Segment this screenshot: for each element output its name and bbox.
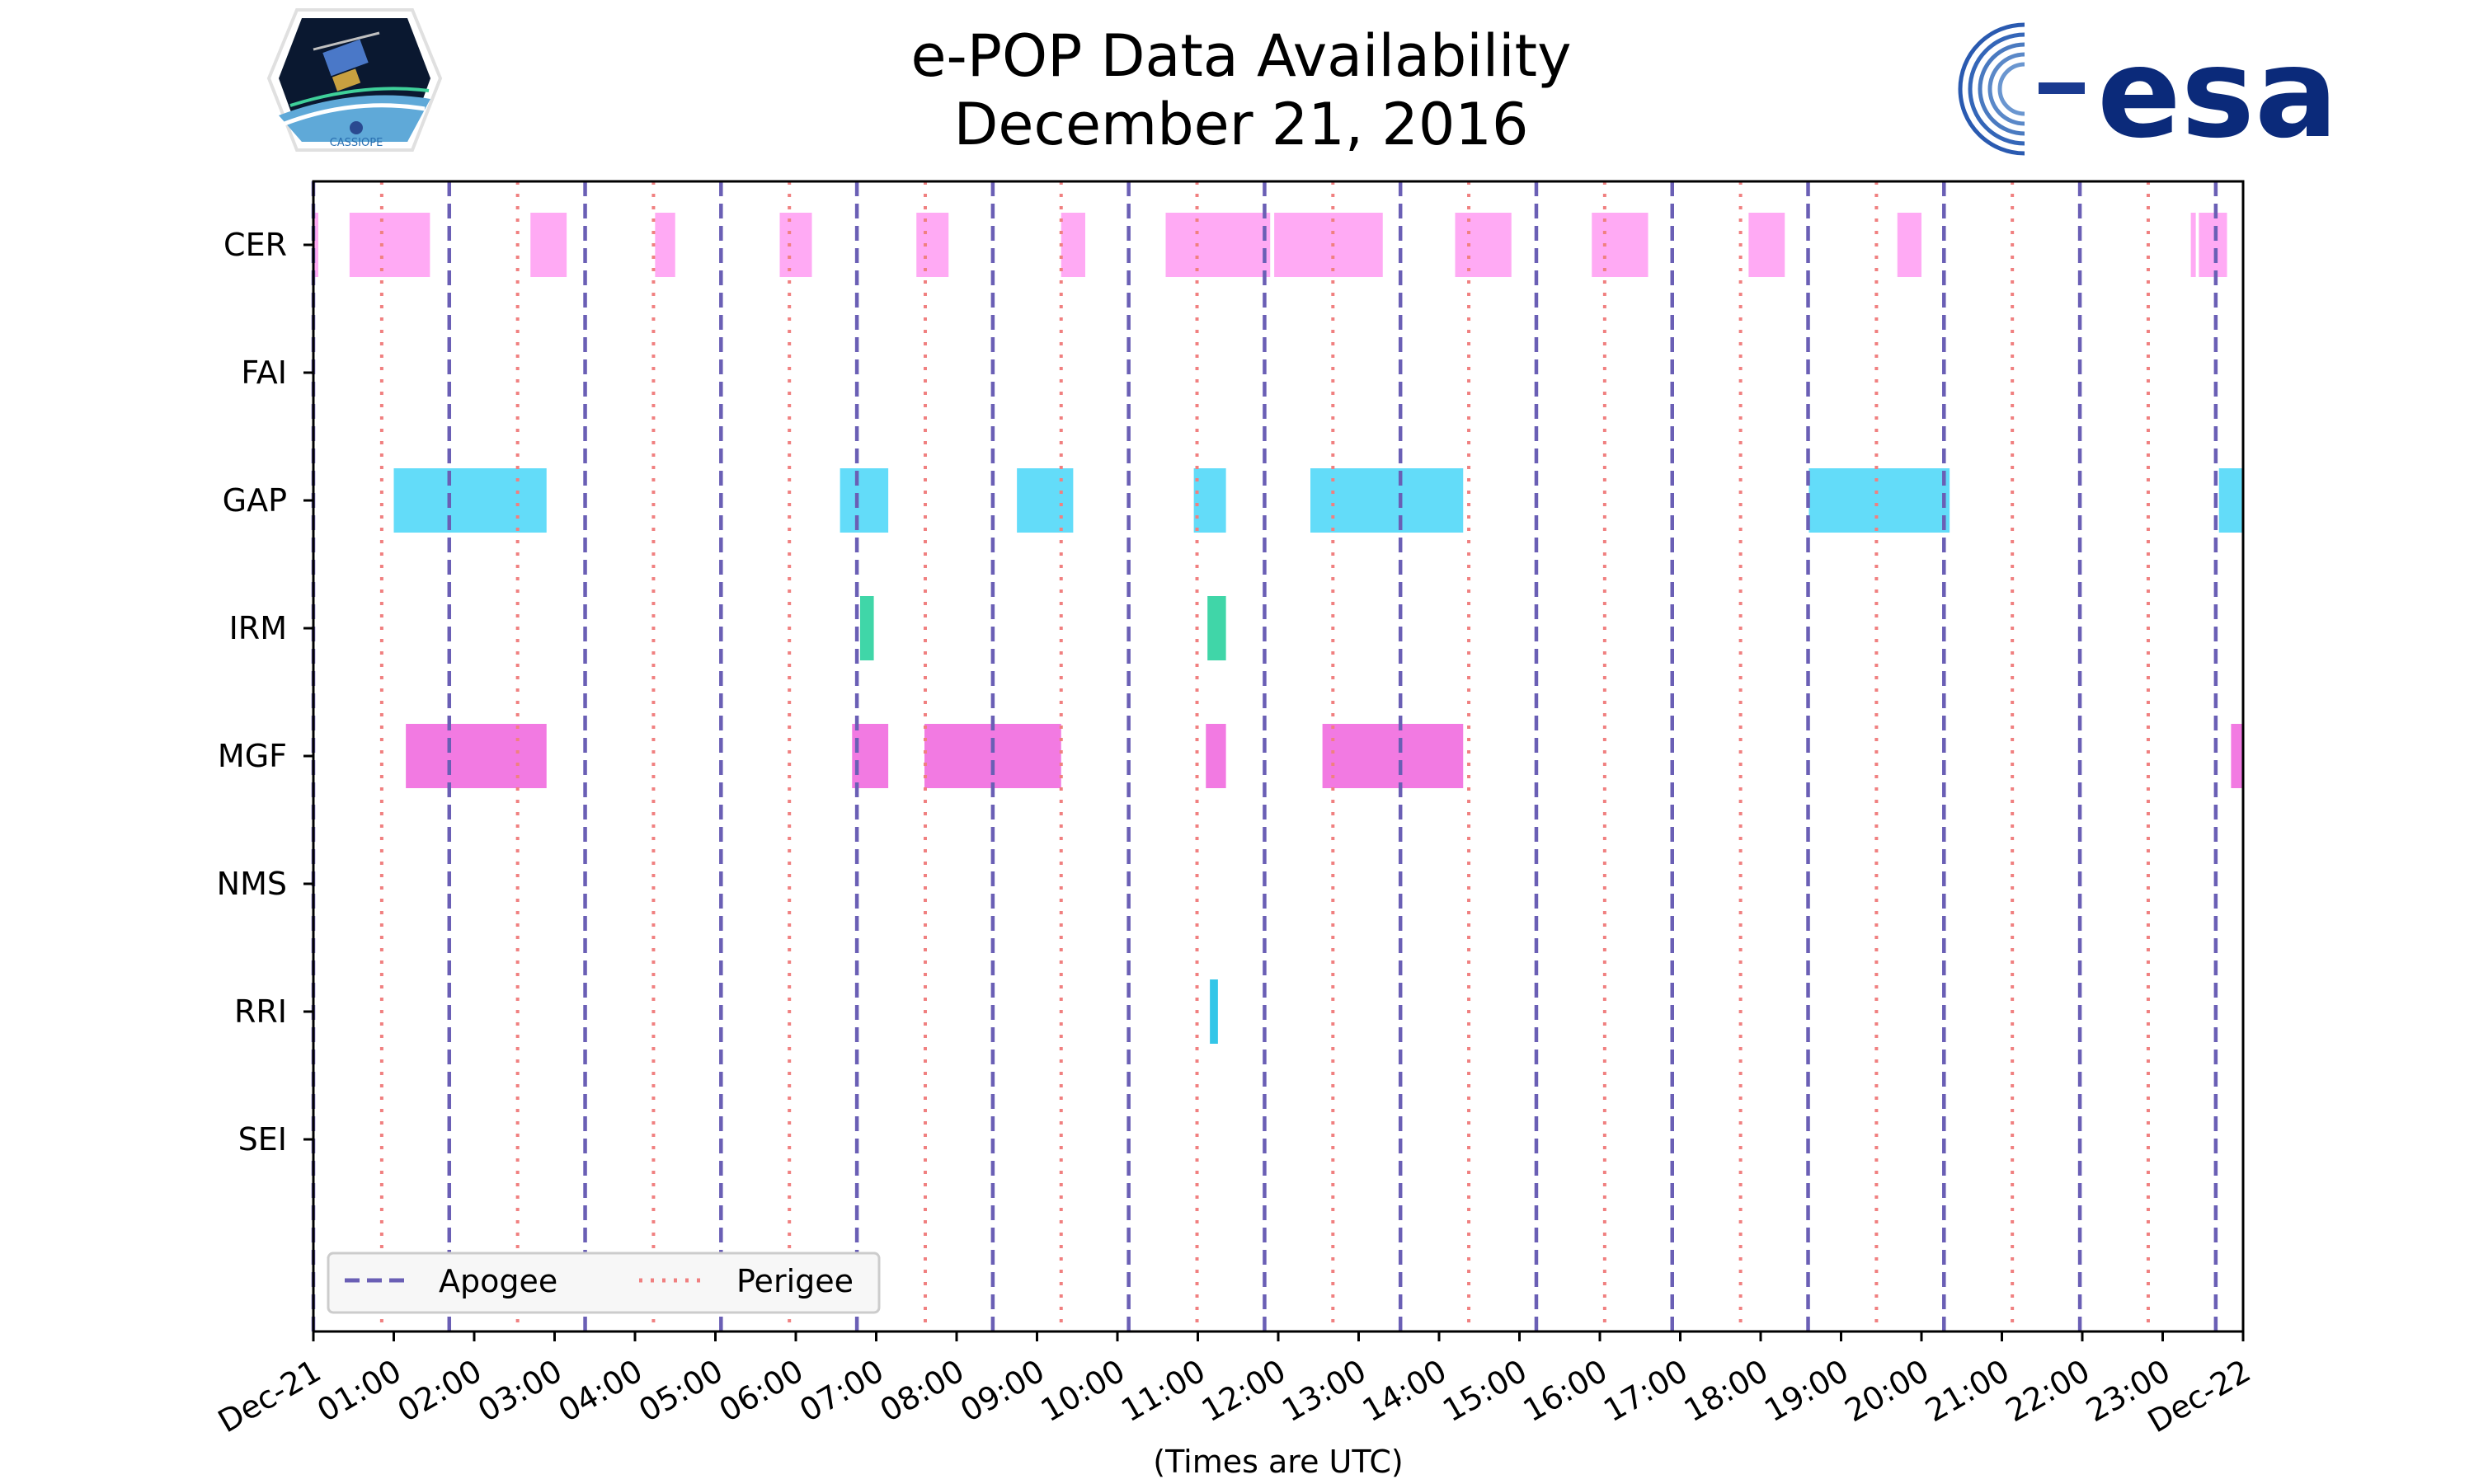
legend-apogee-label: Apogee (439, 1263, 557, 1299)
bar-cer-3 (655, 213, 675, 277)
x-tick-label-10: 10:00 (1035, 1352, 1131, 1429)
bar-cer-4 (779, 213, 812, 277)
y-tick-label-fai: FAI (241, 355, 287, 391)
esa-logo-text: esa (2097, 22, 2338, 166)
x-tick-label-15: 15:00 (1437, 1352, 1533, 1429)
bar-cer-0 (313, 213, 318, 277)
bar-cer-7 (1165, 213, 1271, 277)
bar-irm-1 (1207, 596, 1226, 660)
x-tick-label-2: 02:00 (392, 1352, 488, 1429)
x-tick-label-11: 11:00 (1115, 1352, 1211, 1429)
bar-cer-1 (349, 213, 430, 277)
y-tick-label-cer: CER (223, 227, 287, 263)
bar-gap-1 (840, 468, 889, 533)
cassiope-logo: CASSIOPE (266, 8, 443, 152)
legend-perigee-label: Perigee (736, 1263, 854, 1299)
bar-mgf-5 (2231, 724, 2243, 788)
bar-cer-5 (916, 213, 949, 277)
bar-mgf-2 (924, 724, 1061, 788)
bar-gap-4 (1310, 468, 1464, 533)
x-tick-label-1: 01:00 (311, 1352, 407, 1429)
x-tick-label-7: 07:00 (793, 1352, 890, 1429)
bar-cer-12 (1897, 213, 1921, 277)
bar-mgf-4 (1322, 724, 1464, 788)
bar-cer-14 (2199, 213, 2227, 277)
bar-cer-13 (2190, 213, 2196, 277)
legend: Apogee Perigee (327, 1252, 881, 1314)
bar-cer-6 (1061, 213, 1085, 277)
bar-cer-9 (1455, 213, 1512, 277)
x-tick-label-13: 13:00 (1276, 1352, 1372, 1429)
availability-bars (313, 213, 2243, 1044)
chart-title-line-1: e-POP Data Availability (910, 22, 1571, 90)
chart-title-line-2: December 21, 2016 (954, 91, 1529, 158)
y-tick-label-sei: SEI (238, 1121, 287, 1158)
bar-gap-0 (393, 468, 547, 533)
bar-gap-5 (1808, 468, 1950, 533)
bar-gap-2 (1017, 468, 1074, 533)
bar-irm-0 (860, 596, 874, 660)
y-axis: CER FAI GAP IRM MGF NMS RRI SEI (217, 227, 313, 1158)
x-tick-label-5: 05:00 (633, 1352, 729, 1429)
x-tick-label-14: 14:00 (1357, 1352, 1453, 1429)
bar-cer-11 (1748, 213, 1785, 277)
cassiope-logo-text: CASSIOPE (330, 137, 383, 149)
bar-cer-2 (530, 213, 567, 277)
x-tick-label-16: 16:00 (1517, 1352, 1614, 1429)
x-tick-label-12: 12:00 (1196, 1352, 1292, 1429)
esa-globe-icon (1958, 22, 2089, 156)
x-tick-label-17: 17:00 (1597, 1352, 1694, 1429)
x-tick-label-21: 21:00 (1919, 1352, 2015, 1429)
bar-mgf-0 (406, 724, 547, 788)
bar-cer-8 (1274, 213, 1383, 277)
x-tick-label-22: 22:00 (2000, 1352, 2096, 1429)
x-tick-label-0: Dec-21 (212, 1352, 327, 1439)
bar-mgf-3 (1206, 724, 1226, 788)
y-tick-label-mgf: MGF (218, 738, 287, 774)
x-tick-label-3: 03:00 (472, 1352, 568, 1429)
y-tick-label-gap: GAP (223, 482, 287, 519)
y-tick-label-rri: RRI (234, 993, 287, 1030)
x-tick-label-20: 20:00 (1839, 1352, 1935, 1429)
y-tick-label-irm: IRM (229, 610, 287, 646)
x-tick-label-18: 18:00 (1678, 1352, 1775, 1429)
x-axis: Dec-2101:0002:0003:0004:0005:0006:0007:0… (212, 1331, 2257, 1439)
x-tick-label-9: 09:00 (954, 1352, 1051, 1429)
plot-area (313, 181, 2243, 1331)
bar-rri-0 (1210, 979, 1218, 1044)
x-tick-label-6: 06:00 (713, 1352, 810, 1429)
x-axis-label: (Times are UTC) (1153, 1444, 1403, 1480)
bar-gap-6 (2218, 468, 2243, 533)
legend-box (327, 1252, 881, 1314)
bar-gap-3 (1193, 468, 1226, 533)
x-tick-label-4: 04:00 (553, 1352, 649, 1429)
esa-logo: esa (1958, 22, 2338, 166)
y-tick-label-nms: NMS (217, 866, 287, 902)
x-tick-label-19: 19:00 (1758, 1352, 1855, 1429)
x-tick-label-8: 08:00 (874, 1352, 971, 1429)
bar-mgf-1 (852, 724, 889, 788)
bar-cer-10 (1592, 213, 1649, 277)
